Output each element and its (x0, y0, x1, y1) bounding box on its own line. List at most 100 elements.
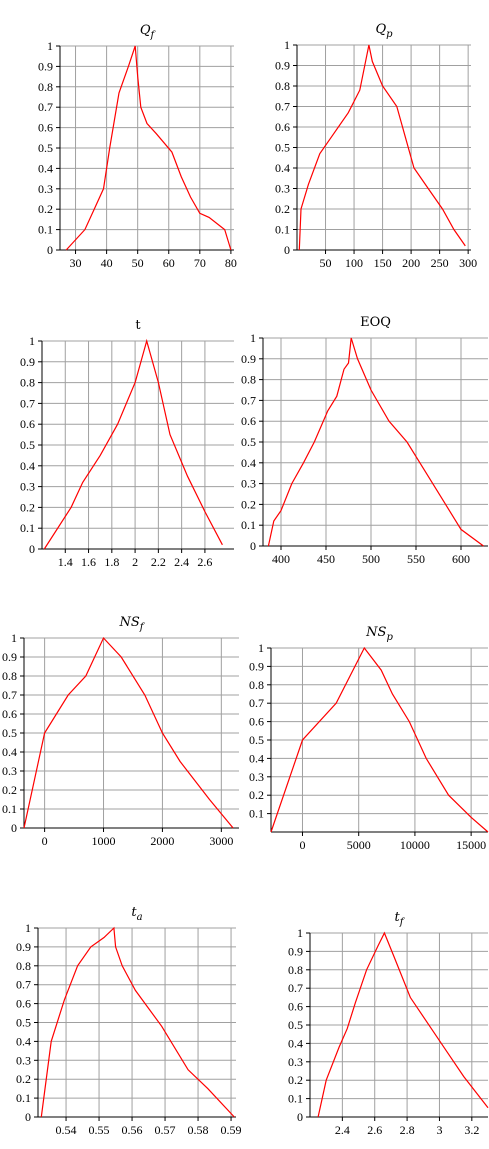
x-tick-label: 80 (225, 256, 237, 270)
chart-title: NSp (365, 625, 393, 643)
series-line (23, 636, 234, 829)
y-tick-label: 0.4 (20, 459, 35, 473)
y-tick-label: 0.6 (16, 997, 31, 1011)
y-tick-label: 0.1 (288, 1092, 303, 1106)
y-tick-label: 0.2 (20, 500, 35, 514)
x-tick-label: 5000 (347, 838, 371, 852)
y-tick-label: 0.2 (288, 1073, 303, 1087)
x-tick-label: 100 (345, 256, 363, 270)
chart-title-main: NS (119, 615, 140, 630)
x-tick-label: 0.58 (188, 1123, 209, 1137)
x-tick-label: 0.59 (221, 1123, 242, 1137)
y-tick-label: 0.4 (38, 161, 53, 175)
x-tick-label: 40 (101, 256, 113, 270)
x-tick-label: 400 (272, 552, 290, 566)
y-tick-label: 0.1 (16, 1091, 31, 1105)
y-tick-label: 0.5 (38, 141, 53, 155)
x-tick-label: 3000 (209, 834, 233, 848)
y-tick-label: 1 (250, 331, 256, 345)
y-tick-label: 0.9 (241, 352, 256, 366)
y-tick-label: 0.6 (38, 121, 53, 135)
y-tick-label: 0.1 (20, 521, 35, 535)
x-tick-label: 2.8 (400, 1123, 415, 1137)
series-line (65, 45, 232, 251)
chart-title-main: t (395, 910, 401, 925)
x-tick-label: 2.6 (367, 1123, 382, 1137)
y-tick-label: 0.9 (20, 355, 35, 369)
y-tick-label: 0.8 (275, 79, 290, 93)
y-tick-label: 0.6 (288, 1000, 303, 1014)
y-tick-label: 0.1 (275, 223, 290, 237)
x-tick-label: 1.6 (81, 555, 96, 569)
x-tick-label: 70 (194, 256, 206, 270)
chart-panel-4: 400 450 500 550 600 0 0.1 0.2 0.3 0.4 0.5 0.6 0.7 0.8… (241, 315, 488, 566)
y-tick-label: 0.3 (38, 182, 53, 196)
y-tick-label: 0.8 (38, 80, 53, 94)
y-tick-label: 1 (11, 631, 17, 645)
x-tick-label: 2.4 (174, 555, 189, 569)
y-tick-label: 0.7 (249, 696, 264, 710)
chart-title-main: EOQ (360, 315, 391, 330)
y-tick-label: 0.3 (241, 477, 256, 491)
y-tick-label: 0.6 (2, 707, 17, 721)
chart-title: Qf (140, 23, 157, 41)
x-tick-label: 2000 (150, 834, 174, 848)
y-tick-label: 0.3 (2, 764, 17, 778)
x-tick-label: 50 (132, 256, 144, 270)
y-tick-label: 0.9 (38, 59, 53, 73)
y-tick-label: 0.9 (16, 940, 31, 954)
y-tick-label: 0.5 (241, 435, 256, 449)
y-tick-label: 0.8 (288, 963, 303, 977)
y-tick-label: 0.5 (275, 141, 290, 155)
y-tick-label: 0 (11, 821, 17, 835)
y-tick-label: 1 (29, 334, 35, 348)
chart-title-main: t (135, 318, 141, 333)
x-tick-label: 10000 (400, 838, 430, 852)
y-tick-label: 1 (47, 39, 53, 53)
chart-panel-3: 1.4 1.6 1.8 2 2.2 2.4 2.6 0 0.1 0.2 0.3 0.4 0.5 0.6 0.… (20, 318, 234, 569)
x-tick-label: 0.56 (122, 1123, 143, 1137)
x-tick-label: 150 (374, 256, 392, 270)
chart-panel-8: 2.4 2.6 2.8 3 3.2 0 0.1 0.2 0.3 0.4 0.5 0.6 0.7 0.8 0.… (288, 910, 489, 1137)
x-tick-label: 30 (70, 256, 82, 270)
series-line (298, 44, 466, 251)
y-tick-label: 0.7 (20, 396, 35, 410)
x-tick-label: 50 (320, 256, 332, 270)
y-tick-label: 0.4 (249, 751, 264, 765)
y-tick-label: 0.8 (2, 669, 17, 683)
x-tick-label: 600 (452, 552, 470, 566)
chart-panel-7: 0.54 0.55 0.56 0.57 0.58 0.59 0 0.1 0.2 0.3 0.4 0.5… (16, 905, 242, 1137)
chart-title-sub: p (386, 632, 393, 643)
y-tick-label: 0.5 (16, 1016, 31, 1030)
y-tick-label: 0.8 (249, 678, 264, 692)
y-tick-label: 0 (47, 243, 53, 257)
y-tick-label: 0.6 (249, 715, 264, 729)
x-tick-label: 300 (459, 256, 477, 270)
x-tick-label: 0 (42, 834, 48, 848)
y-tick-label: 0.4 (16, 1034, 31, 1048)
y-tick-label: 0.5 (2, 726, 17, 740)
y-tick-label: 0.7 (2, 688, 17, 702)
y-tick-label: 0.5 (20, 438, 35, 452)
y-tick-label: 0.5 (249, 733, 264, 747)
y-tick-label: 0.7 (288, 981, 303, 995)
chart-title-main: Q (140, 23, 151, 38)
y-tick-label: 0 (250, 539, 256, 553)
y-tick-label: 0 (284, 243, 290, 257)
y-tick-label: 0.8 (241, 373, 256, 387)
y-tick-label: 0.9 (249, 659, 264, 673)
x-tick-label: 200 (402, 256, 420, 270)
x-tick-label: 3 (436, 1123, 442, 1137)
y-tick-label: 1 (258, 641, 264, 655)
x-tick-label: 2.2 (151, 555, 166, 569)
y-tick-label: 0.3 (249, 770, 264, 784)
chart-title: ta (131, 905, 142, 923)
x-tick-label: 0.55 (89, 1123, 110, 1137)
x-tick-label: 450 (317, 552, 335, 566)
y-tick-label: 0.9 (288, 944, 303, 958)
y-tick-label: 0.2 (249, 788, 264, 802)
chart-title-sub: f (399, 917, 406, 928)
series-line (267, 337, 484, 547)
y-tick-label: 0.1 (249, 807, 264, 821)
x-tick-label: 2 (132, 555, 138, 569)
